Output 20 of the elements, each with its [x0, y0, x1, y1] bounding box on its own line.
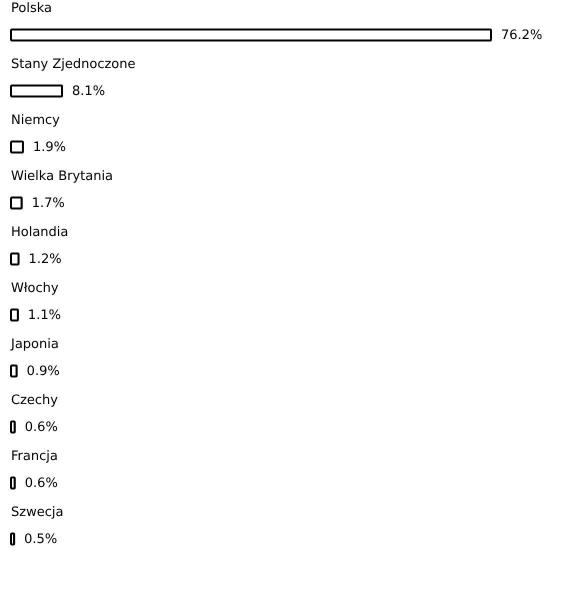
y-tick-label: Polska: [11, 1, 52, 16]
y-tick-label: Wielka Brytania: [11, 169, 114, 184]
y-tick-label: Włochy: [11, 281, 59, 296]
data-label: 0.6%: [24, 420, 58, 435]
y-tick-label: Holandia: [11, 225, 68, 240]
data-label: 1.2%: [28, 252, 62, 267]
data-label: 1.1%: [28, 308, 61, 323]
data-label: 76.2%: [501, 28, 542, 43]
y-tick-label: Szwecja: [11, 505, 64, 520]
y-tick-label: Japonia: [10, 337, 59, 352]
data-label: 1.9%: [32, 140, 66, 155]
data-label: 0.5%: [24, 532, 58, 547]
y-tick-label: Czechy: [11, 393, 58, 408]
y-tick-label: Stany Zjednoczone: [11, 57, 136, 72]
data-label: 0.6%: [24, 476, 58, 491]
data-label: 0.9%: [26, 364, 60, 379]
y-tick-label: Francja: [11, 449, 58, 464]
data-label: 8.1%: [72, 84, 106, 99]
data-label: 1.7%: [32, 196, 65, 211]
y-tick-label: Niemcy: [11, 113, 60, 128]
